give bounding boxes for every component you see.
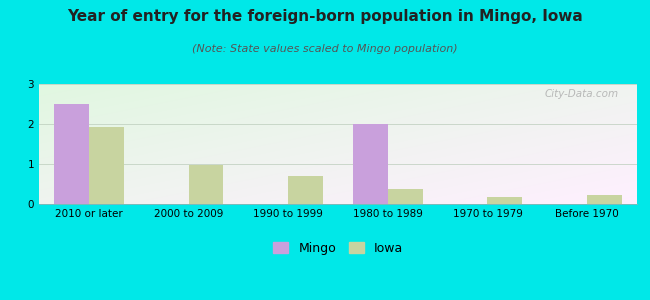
Bar bbox=[288, 176, 323, 204]
Bar bbox=[188, 165, 224, 204]
Legend: Mingo, Iowa: Mingo, Iowa bbox=[268, 237, 408, 260]
Text: City-Data.com: City-Data.com bbox=[545, 89, 619, 99]
Bar bbox=[587, 195, 622, 204]
Text: (Note: State values scaled to Mingo population): (Note: State values scaled to Mingo popu… bbox=[192, 44, 458, 53]
Bar bbox=[89, 127, 124, 204]
Bar bbox=[488, 197, 523, 204]
Bar bbox=[388, 189, 423, 204]
Text: Year of entry for the foreign-born population in Mingo, Iowa: Year of entry for the foreign-born popul… bbox=[67, 9, 583, 24]
Bar bbox=[353, 124, 388, 204]
Bar bbox=[54, 104, 89, 204]
